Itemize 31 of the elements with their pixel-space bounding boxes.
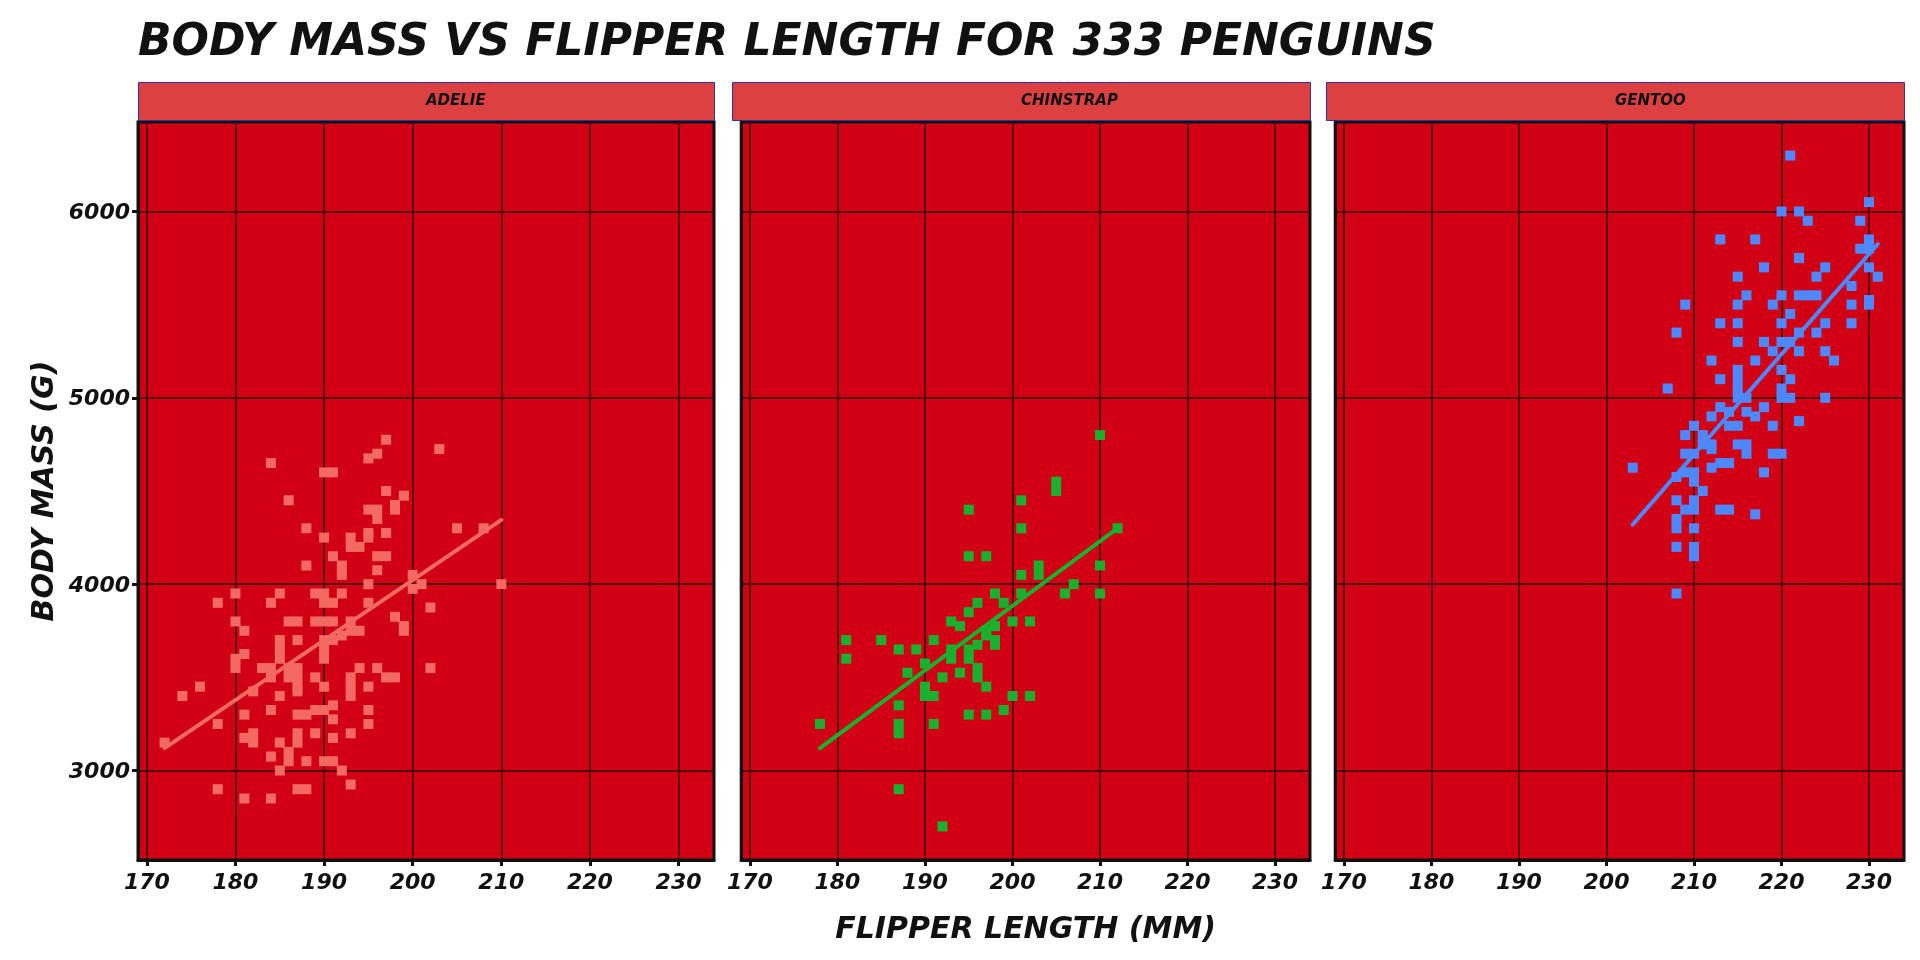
x-tick-label: 170 [1320, 868, 1367, 894]
x-tick-label: 230 [655, 868, 702, 894]
x-tick-label: 210 [478, 868, 525, 894]
chart-subtitle: CHINSTRAP [1021, 90, 1118, 109]
x-tick-label: 180 [212, 868, 259, 894]
x-tick-label: 170 [726, 868, 773, 894]
x-tick-label: 180 [814, 868, 861, 894]
x-tick-label: 200 [1583, 868, 1630, 894]
x-tick-label: 170 [123, 868, 170, 894]
x-tick-label: 210 [1077, 868, 1123, 894]
x-tick-label: 220 [566, 868, 613, 894]
x-tick-label: 230 [1846, 868, 1892, 894]
x-tick-label: 190 [902, 868, 948, 894]
y-tick-label: 4000 [67, 571, 130, 597]
x-tick-label: 190 [301, 868, 348, 894]
chart-title: BODY MASS VS FLIPPER LENGTH FOR 333 PENGUINS [138, 14, 1436, 65]
y-tick-label: 3000 [68, 758, 130, 784]
y-tick-label: 5000 [68, 385, 130, 411]
chart-subtitle: GENTOO [1614, 90, 1687, 109]
y-tick-label: 6000 [68, 198, 130, 224]
chart-subtitle: ADELIE [424, 90, 487, 109]
x-tick-label: 200 [989, 868, 1036, 894]
x-tick-label: 220 [1758, 868, 1805, 894]
x-tick-label: 200 [389, 868, 436, 894]
x-tick-label: 210 [1671, 868, 1717, 894]
x-tick-label: 230 [1252, 868, 1298, 894]
x-axis-title: FLIPPER LENGTH (MM) [835, 909, 1216, 945]
y-axis-title: BODY MASS (G) [25, 360, 61, 622]
x-tick-label: 180 [1408, 868, 1455, 894]
x-tick-label: 190 [1496, 868, 1542, 894]
x-tick-label: 220 [1164, 868, 1211, 894]
